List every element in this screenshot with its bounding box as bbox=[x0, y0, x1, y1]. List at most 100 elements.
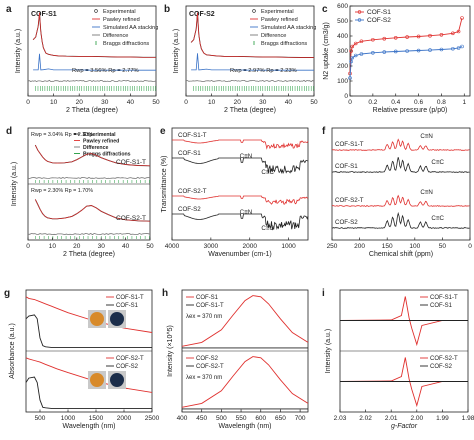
plot-frame-f bbox=[331, 127, 471, 241]
r-factor-annotation: Rwp = 2.97% Rp = 2.23% bbox=[230, 68, 297, 74]
data-point bbox=[350, 55, 355, 60]
ir-spectrum-t bbox=[172, 195, 309, 205]
y-axis-label: Intensity (×10^5) bbox=[167, 325, 174, 377]
legend-entry: COF-S1 bbox=[116, 303, 139, 309]
difference-series bbox=[27, 232, 151, 236]
x-axis-label: Wavelength (nm) bbox=[62, 423, 115, 430]
series-label: COF-S1-T bbox=[178, 132, 207, 139]
data-point bbox=[393, 49, 398, 54]
y-axis-label: Absorbance (a.u.) bbox=[9, 323, 16, 379]
x-axis-label: g-Factor bbox=[391, 423, 418, 430]
series-label: COF-S2 bbox=[178, 206, 201, 213]
panel-label: b bbox=[164, 4, 170, 15]
series-label: COF-S2 bbox=[335, 219, 358, 226]
y-axis-label: Intensity (a.u.) bbox=[325, 329, 332, 373]
legend-entry: Difference bbox=[261, 33, 286, 39]
x-tick-label: 600 bbox=[255, 415, 266, 422]
legend-marker bbox=[357, 10, 362, 14]
y-axis-label: Intensity (a.u.) bbox=[11, 162, 18, 206]
legend-entry: COF-S2-T bbox=[196, 364, 224, 370]
x-tick-label: 1500 bbox=[89, 415, 104, 422]
x-tick-label: 0.8 bbox=[437, 99, 446, 106]
sample-photo-pristine bbox=[90, 373, 104, 387]
x-tick-label: 500 bbox=[35, 415, 46, 422]
x-tick-label: 100 bbox=[409, 243, 420, 250]
legend-entry: COF-S2 bbox=[196, 356, 219, 362]
panel-label: f bbox=[322, 126, 326, 137]
series-label: COF-S2-T bbox=[116, 215, 146, 222]
panel-label: g bbox=[4, 288, 10, 299]
bond-annotation: C≡N bbox=[240, 209, 253, 216]
excitation-annotation: λex = 370 nm bbox=[186, 314, 222, 320]
simulated-series bbox=[33, 53, 156, 71]
x-tick-label: 400 bbox=[177, 415, 188, 422]
bond-annotation: C≡N bbox=[420, 133, 433, 140]
data-point bbox=[405, 49, 409, 53]
r-factor-annotation: Rwp = 2.30% Rp = 1.70% bbox=[31, 188, 93, 194]
x-axis-label: 2 Theta (degree) bbox=[63, 251, 115, 258]
x-tick-label: 1 bbox=[462, 99, 466, 106]
y-tick-label: 400 bbox=[337, 33, 348, 40]
excitation-annotation: λex = 370 nm bbox=[186, 375, 222, 381]
nmr-spectrum bbox=[332, 211, 470, 229]
bond-annotation: C≡N bbox=[240, 153, 253, 160]
y-axis-label: N2 uptake (cm3/g) bbox=[323, 22, 330, 80]
x-tick-label: 20 bbox=[76, 99, 84, 106]
legend-entry: COF-S1-T bbox=[116, 295, 144, 301]
legend-entry: Braggs diffractions bbox=[261, 41, 307, 47]
data-point bbox=[371, 50, 375, 55]
panel-label: h bbox=[162, 288, 168, 299]
panel-label: e bbox=[160, 126, 166, 137]
legend-entry: COF-S1 bbox=[196, 295, 219, 301]
data-point bbox=[382, 36, 387, 41]
x-axis-label: Wavelength (nm) bbox=[218, 423, 271, 430]
x-axis-label: 2 Theta (degree) bbox=[66, 107, 118, 114]
data-point bbox=[416, 48, 421, 53]
x-tick-label: 20 bbox=[73, 243, 81, 250]
y-tick-label: 500 bbox=[337, 18, 348, 25]
data-point bbox=[460, 44, 464, 49]
x-tick-label: 40 bbox=[285, 99, 293, 106]
sample-photo-treated bbox=[110, 312, 124, 326]
series-line bbox=[349, 46, 463, 79]
legend-entry: COF-S1 bbox=[367, 9, 391, 16]
data-point bbox=[456, 29, 461, 34]
x-tick-label: 700 bbox=[295, 415, 306, 422]
x-tick-label: 0.4 bbox=[391, 99, 400, 106]
nmr-spectrum-t bbox=[331, 138, 470, 151]
y-tick-label: 0 bbox=[344, 93, 348, 100]
legend-entry: Experimental bbox=[103, 9, 136, 15]
difference-series bbox=[27, 176, 151, 179]
data-point bbox=[348, 76, 352, 80]
absorbance-series bbox=[25, 314, 152, 348]
sample-photo-pristine bbox=[90, 312, 104, 326]
x-tick-label: 20 bbox=[234, 99, 242, 106]
r-factor-annotation: Rwp = 3.04% Rp = 2.30% bbox=[31, 132, 93, 138]
nmr-spectrum bbox=[331, 157, 470, 173]
series-line bbox=[349, 17, 463, 74]
legend-entry: COF-S2-T bbox=[430, 356, 458, 362]
x-tick-label: 50 bbox=[146, 243, 154, 250]
x-tick-label: 450 bbox=[196, 415, 207, 422]
bond-annotation: C≡C bbox=[261, 225, 274, 232]
legend-marker bbox=[252, 9, 256, 13]
series-label: COF-S1 bbox=[335, 163, 358, 170]
x-tick-label: 2000 bbox=[242, 243, 257, 250]
y-axis-label: Intensity (a.u.) bbox=[173, 29, 180, 73]
legend-entry: Simulated AA stacking bbox=[103, 25, 158, 31]
legend-entry: Braggs diffractions bbox=[103, 41, 149, 47]
x-tick-label: 0 bbox=[26, 99, 30, 106]
x-tick-label: 10 bbox=[208, 99, 216, 106]
data-point bbox=[439, 32, 444, 37]
data-point bbox=[451, 31, 455, 36]
nmr-spectrum-t bbox=[332, 194, 470, 207]
x-tick-label: 2000 bbox=[117, 415, 132, 422]
difference-series bbox=[27, 79, 157, 83]
x-tick-label: 30 bbox=[98, 243, 106, 250]
data-point bbox=[451, 46, 455, 51]
legend-entry: Pawley refined bbox=[83, 139, 119, 145]
panel-label: d bbox=[6, 126, 12, 137]
x-tick-label: 0.6 bbox=[414, 99, 423, 106]
y-axis-label: Intensity (a.u.) bbox=[15, 29, 22, 73]
